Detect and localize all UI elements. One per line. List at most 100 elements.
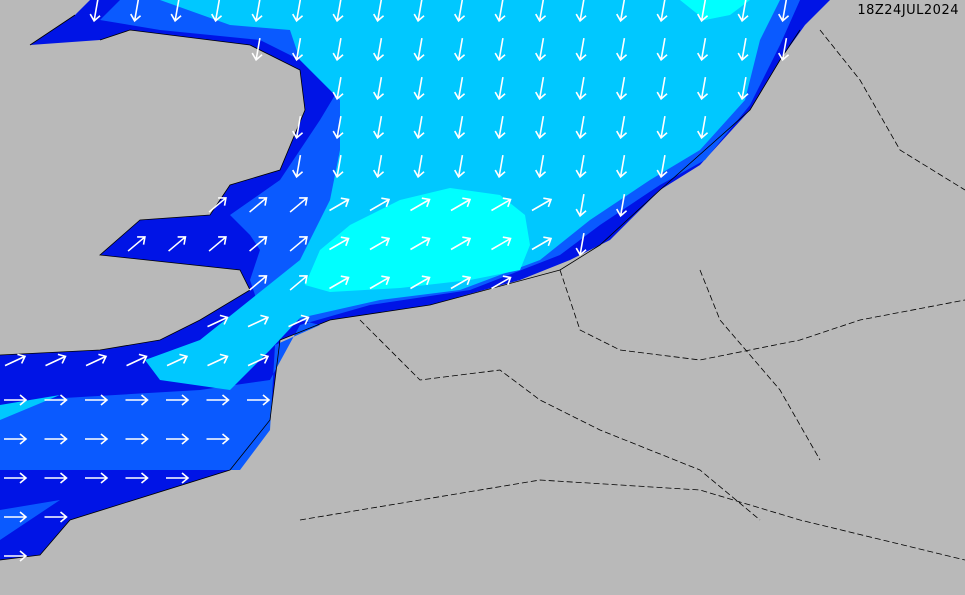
wind-arrow-icon (697, 0, 709, 23)
wind-arrow-icon (531, 236, 553, 251)
wind-arrow-icon (249, 197, 268, 213)
wind-arrow-icon (329, 275, 350, 290)
wind-arrow-icon (369, 236, 391, 251)
wind-arrow-icon (168, 236, 187, 252)
wind-arrow-icon (249, 236, 268, 252)
wind-arrow-icon (125, 433, 149, 445)
wind-arrow-icon (454, 0, 466, 23)
wind-arrow-icon (575, 155, 587, 179)
wind-arrow-icon (166, 353, 189, 367)
wind-arrow-icon (208, 197, 227, 213)
wind-arrow-icon (85, 353, 108, 367)
wind-arrow-icon (288, 314, 310, 328)
wind-arrow-icon (332, 155, 344, 179)
wind-arrow-icon (289, 275, 308, 291)
wind-arrow-icon (89, 0, 101, 23)
wind-arrow-icon (373, 116, 385, 140)
wind-arrow-icon (170, 0, 182, 23)
wind-arrow-icon (697, 38, 709, 62)
wind-arrow-icon (247, 394, 271, 406)
wind-arrow-icon (450, 197, 472, 212)
wind-arrow-icon (413, 0, 425, 23)
wind-arrow-icon (373, 77, 385, 101)
wind-arrow-icon (206, 433, 230, 445)
wind-arrow-icon (697, 77, 709, 101)
wind-arrow-icon (332, 38, 344, 62)
wind-arrow-icon (373, 38, 385, 62)
wind-arrow-icon (410, 275, 431, 290)
wind-arrow-icon (289, 236, 308, 252)
wind-arrow-icon (491, 275, 512, 290)
wind-arrow-icon (166, 394, 190, 406)
wind-arrow-icon (656, 155, 668, 179)
wind-arrow-icon (332, 0, 344, 23)
wind-arrow-icon (292, 116, 304, 140)
wind-arrow-icon (413, 38, 425, 62)
wind-arrow-icon (251, 0, 263, 23)
wind-arrow-icon (85, 472, 109, 484)
wind-arrow-icon (450, 275, 472, 290)
wind-arrow-icon (249, 275, 268, 291)
wind-arrow-icon (616, 38, 628, 62)
wind-arrows (4, 0, 790, 562)
wind-arrow-icon (247, 353, 270, 367)
wind-arrow-icon (737, 0, 749, 23)
wind-arrow-icon (454, 155, 466, 179)
wind-arrow-icon (616, 116, 628, 140)
wind-arrow-icon (410, 236, 431, 251)
wind-arrow-icon (454, 38, 466, 62)
wind-arrow-icon (656, 0, 668, 23)
wind-arrow-icon (413, 77, 425, 101)
wind-arrow-icon (329, 197, 350, 212)
wind-arrow-icon (125, 394, 149, 406)
wind-arrow-icon (616, 0, 628, 23)
wind-arrow-icon (166, 433, 190, 445)
wind-arrow-icon (207, 353, 229, 367)
timestamp-label: 18Z24JUL2024 (857, 3, 959, 18)
wind-arrow-icon (413, 155, 425, 179)
wind-arrow-icon (44, 511, 68, 523)
wind-arrow-icon (44, 472, 68, 484)
wind-arrow-icon (332, 77, 344, 101)
wind-arrow-icon (292, 0, 304, 23)
wind-arrow-icon (454, 116, 466, 140)
wind-arrow-icon (206, 394, 230, 406)
wind-arrow-icon (535, 116, 547, 140)
wind-arrow-icon (494, 77, 506, 101)
wind-arrow-icon (737, 77, 749, 101)
wind-arrow-icon (575, 0, 587, 23)
wind-arrow-icon (4, 472, 28, 484)
wind-arrow-icon (450, 236, 472, 251)
wind-arrow-icon (292, 155, 304, 179)
wind-arrow-icon (535, 0, 547, 23)
wind-arrow-icon (531, 197, 553, 212)
wind-arrow-icon (656, 38, 668, 62)
wind-arrow-icon (329, 236, 350, 251)
wind-arrow-icon (697, 116, 709, 140)
wind-arrow-icon (575, 38, 587, 62)
wind-arrow-icon (373, 155, 385, 179)
wind-arrow-icon (778, 0, 790, 23)
wind-arrow-icon (208, 236, 227, 252)
wind-arrow-icon (737, 38, 749, 62)
wind-arrow-icon (85, 394, 109, 406)
national-borders (299, 29, 965, 561)
wind-arrow-icon (292, 38, 304, 62)
wind-arrow-icon (616, 194, 628, 218)
wind-arrow-icon (127, 236, 146, 252)
wind-arrow-icon (656, 116, 668, 140)
wind-arrow-icon (454, 77, 466, 101)
coastlines-borders (0, 14, 965, 561)
wind-arrow-icon (494, 116, 506, 140)
wind-arrow-icon (247, 314, 270, 328)
wind-arrow-icon (130, 0, 142, 23)
wind-arrow-icon (410, 197, 431, 212)
wind-arrow-icon (207, 314, 229, 328)
wind-arrow-icon (616, 155, 628, 179)
wind-arrow-icon (491, 236, 512, 251)
wind-arrow-icon (126, 353, 148, 367)
wind-arrow-icon (494, 38, 506, 62)
wind-arrow-icon (616, 77, 628, 101)
